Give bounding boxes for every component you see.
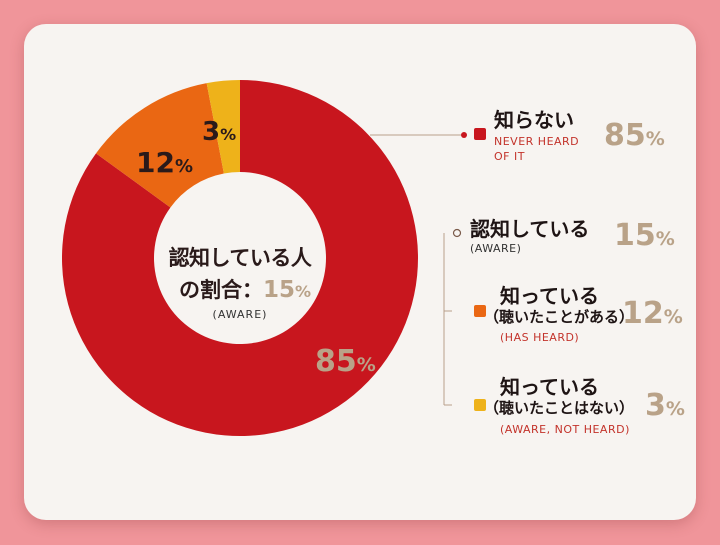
legend-swatch-never <box>474 128 486 140</box>
legend-en-notheard: (AWARE, NOT HEARD) <box>500 423 630 436</box>
center-label-prefix: の割合： <box>178 278 263 302</box>
leader-dot-never <box>461 132 467 138</box>
legend-en-heard: (HAS HEARD) <box>500 331 580 344</box>
legend-title-never: 知らない <box>494 108 574 132</box>
donut-slice-heard <box>95 83 224 208</box>
legend-en-aware: (AWARE) <box>470 242 522 255</box>
legend-title-notheard: 知っている <box>500 375 599 399</box>
legend-pct-never: 85% <box>604 118 665 153</box>
slice-label-notheard: 3% <box>202 117 237 147</box>
legend-pct-heard: 12% <box>622 296 683 331</box>
donut-slice-never <box>61 80 418 436</box>
legend-swatch-notheard <box>474 399 486 411</box>
legend-pct-aware: 15% <box>614 218 675 253</box>
legend-en-never: NEVER HEARD OF IT <box>494 135 580 163</box>
legend-sub-heard: （聴いたことがある） <box>484 308 635 326</box>
slice-label-heard: 12% <box>136 146 194 179</box>
center-label-line2: の割合：15% <box>150 274 340 304</box>
donut-slice-notheard <box>206 80 240 174</box>
legend-swatch-heard <box>474 305 486 317</box>
center-label-line1: 認知している人 <box>168 246 312 270</box>
center-label-en: (AWARE) <box>212 308 268 321</box>
center-value: 15% <box>262 277 312 303</box>
center-unit: % <box>294 282 312 301</box>
legend-title-heard: 知っている <box>500 284 599 308</box>
legend-sub-notheard: （聴いたことはない） <box>484 399 635 417</box>
bracket-dot-aware <box>452 228 462 238</box>
slice-label-never: 85% <box>315 344 376 379</box>
legend-pct-notheard: 3% <box>645 388 685 423</box>
legend-title-aware: 認知している <box>470 217 590 241</box>
